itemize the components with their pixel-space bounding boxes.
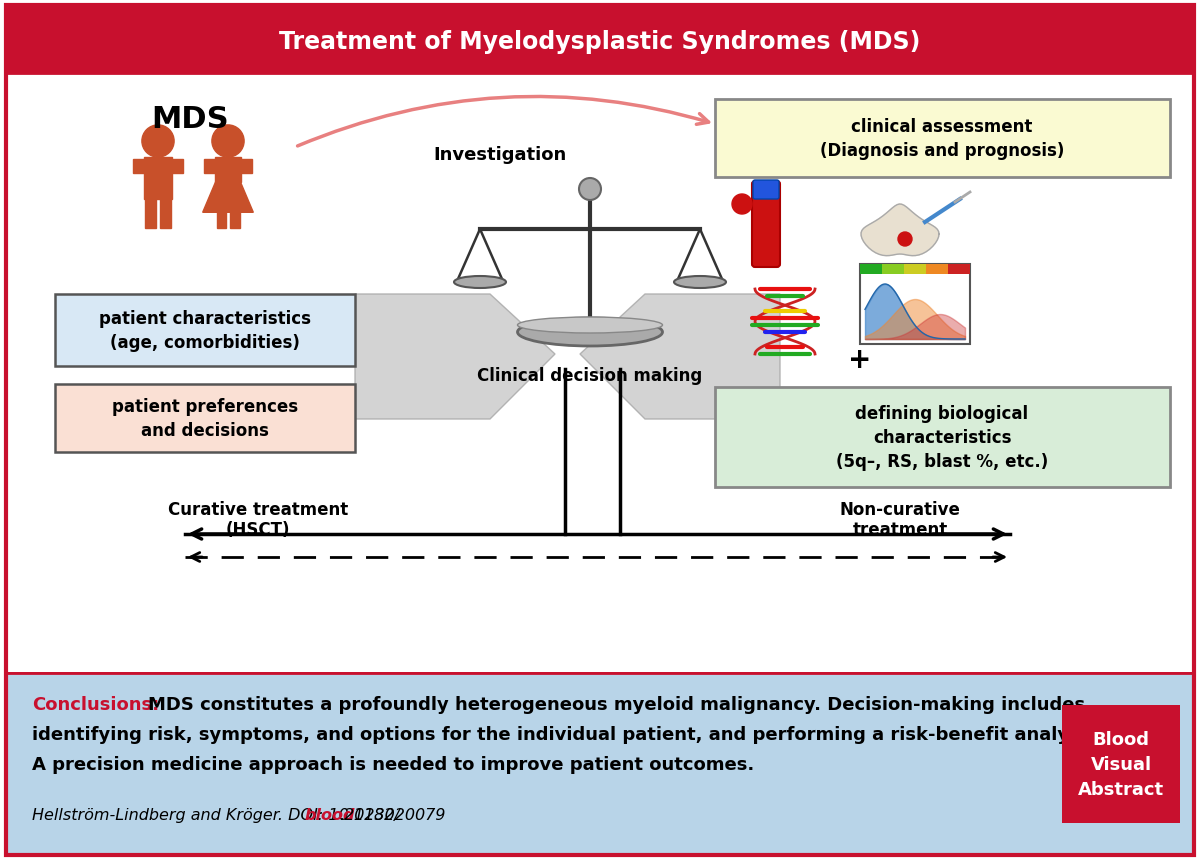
Text: Clinical decision making: Clinical decision making bbox=[478, 367, 703, 385]
FancyBboxPatch shape bbox=[715, 100, 1170, 177]
Circle shape bbox=[212, 126, 244, 158]
Ellipse shape bbox=[674, 276, 726, 288]
Polygon shape bbox=[133, 160, 144, 174]
Text: Investigation: Investigation bbox=[433, 146, 566, 164]
Bar bbox=[6, 74, 1194, 673]
Text: identifying risk, symptoms, and options for the individual patient, and performi: identifying risk, symptoms, and options … bbox=[32, 725, 1103, 743]
Bar bbox=[860, 264, 970, 344]
Ellipse shape bbox=[454, 276, 506, 288]
Bar bbox=[860, 264, 882, 275]
Polygon shape bbox=[580, 294, 780, 419]
FancyBboxPatch shape bbox=[55, 385, 355, 453]
Text: Blood
Visual
Abstract: Blood Visual Abstract bbox=[1078, 730, 1164, 798]
Text: patient characteristics
(age, comorbidities): patient characteristics (age, comorbidit… bbox=[98, 310, 311, 351]
Text: Curative treatment
(HSCT): Curative treatment (HSCT) bbox=[168, 500, 348, 539]
Polygon shape bbox=[862, 205, 940, 257]
FancyBboxPatch shape bbox=[715, 387, 1170, 487]
FancyBboxPatch shape bbox=[55, 294, 355, 367]
Polygon shape bbox=[215, 158, 241, 183]
Bar bbox=[6, 673, 1194, 855]
Text: MDS: MDS bbox=[151, 105, 229, 134]
Text: patient preferences
and decisions: patient preferences and decisions bbox=[112, 398, 298, 439]
Circle shape bbox=[580, 179, 601, 201]
Polygon shape bbox=[230, 213, 240, 229]
Bar bbox=[6, 6, 1194, 74]
Polygon shape bbox=[204, 160, 215, 174]
Circle shape bbox=[732, 195, 752, 214]
Text: Non-curative
treatment: Non-curative treatment bbox=[840, 500, 960, 539]
Bar bbox=[926, 264, 948, 275]
Bar bbox=[904, 264, 926, 275]
Bar bbox=[948, 264, 970, 275]
Polygon shape bbox=[216, 213, 226, 229]
Polygon shape bbox=[172, 160, 184, 174]
Text: clinical assessment
(Diagnosis and prognosis): clinical assessment (Diagnosis and progn… bbox=[820, 118, 1064, 159]
Polygon shape bbox=[241, 160, 252, 174]
Polygon shape bbox=[355, 294, 554, 419]
Polygon shape bbox=[145, 199, 156, 229]
Text: A precision medicine approach is needed to improve patient outcomes.: A precision medicine approach is needed … bbox=[32, 755, 755, 773]
Text: Hellström-Lindberg and Kröger. DOI: 10.1182/: Hellström-Lindberg and Kröger. DOI: 10.1… bbox=[32, 807, 400, 822]
Bar bbox=[882, 264, 904, 275]
Ellipse shape bbox=[517, 319, 662, 347]
Polygon shape bbox=[161, 199, 170, 229]
Text: +: + bbox=[848, 345, 871, 374]
Circle shape bbox=[898, 232, 912, 247]
Text: blood: blood bbox=[305, 807, 355, 822]
FancyBboxPatch shape bbox=[754, 181, 779, 200]
Polygon shape bbox=[144, 158, 172, 199]
FancyArrowPatch shape bbox=[298, 97, 709, 146]
Bar bbox=[1062, 705, 1180, 823]
Text: Conclusions:: Conclusions: bbox=[32, 695, 160, 713]
FancyBboxPatch shape bbox=[752, 182, 780, 268]
Circle shape bbox=[142, 126, 174, 158]
Polygon shape bbox=[203, 183, 253, 213]
Text: .2023020079: .2023020079 bbox=[338, 807, 445, 822]
Text: defining biological
characteristics
(5q–, RS, blast %, etc.): defining biological characteristics (5q–… bbox=[836, 405, 1048, 470]
Ellipse shape bbox=[517, 318, 662, 333]
Text: Treatment of Myelodysplastic Syndromes (MDS): Treatment of Myelodysplastic Syndromes (… bbox=[280, 30, 920, 54]
Text: MDS constitutes a profoundly heterogeneous myeloid malignancy. Decision-making i: MDS constitutes a profoundly heterogeneo… bbox=[148, 695, 1085, 713]
